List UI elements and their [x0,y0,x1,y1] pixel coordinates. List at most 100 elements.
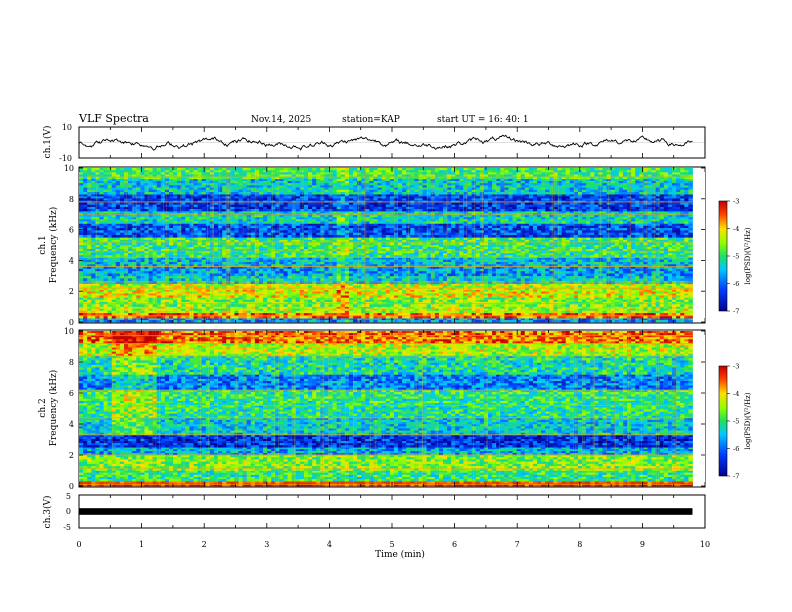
spec1-cell [263,287,268,290]
spec1-cell [487,275,493,279]
spec1-cell [308,273,313,277]
spec1-cell [140,299,145,303]
spec1-cell [631,299,636,303]
spec1-cell [132,273,137,277]
spec1-cell [451,289,456,292]
spec1-cell [132,310,137,314]
spec1-cell [308,247,313,250]
spec1-cell [324,299,329,303]
spec1-cell [688,291,693,294]
spec1-cell [365,306,370,309]
spec1-cell [99,247,104,250]
spec1-cell [647,289,652,292]
spec1-cell [614,306,620,309]
spec1-cell [83,264,88,267]
spec1-cell [279,249,284,252]
spec1-cell [156,245,162,248]
spec1-cell [492,247,497,250]
spec1-cell [635,293,640,296]
spec1-cell [79,271,84,274]
spec1-cell [119,293,125,296]
spec1-cell [561,315,567,319]
spec1-cell [610,278,616,282]
spec1-cell [91,308,96,311]
spec1-cell [414,306,419,309]
spec1-cell [107,261,113,265]
spec1-cell [512,289,518,292]
spec1-cell [389,285,395,288]
spec1-cell [508,278,513,282]
spec1-cell [177,306,182,309]
spec1-cell [258,249,264,252]
spec1-cell [430,306,436,309]
spec1-cell [324,275,329,279]
spec1-cell [226,259,231,263]
spec1-cell [610,247,616,250]
spec1-cell [402,304,407,307]
spec1-cell [598,278,603,282]
spec1-cell [618,247,624,250]
spec1-cell [209,297,215,300]
spec1-cell [128,249,133,252]
spec1-cell [197,257,203,260]
spec1-cell [422,264,428,267]
spec1-cell [659,245,665,248]
spec1-cell [434,312,440,316]
spec1-cell [618,291,624,294]
spec1-cell [598,249,603,252]
spec1-cell [451,293,456,296]
spec1-cell [115,283,121,286]
spec1-cell [119,285,125,288]
spec1-cell [635,299,640,303]
spec1-cell [582,268,587,272]
spec1-cell [230,295,235,298]
spec1-cell [373,273,378,277]
spec1-cell [136,306,141,309]
spec1-cell [537,304,542,307]
spec1-cell [639,283,644,286]
spec1-cell [189,306,194,309]
spec1-cell [336,308,342,311]
spec1-cell [299,306,305,309]
spec1-cell [443,249,448,252]
spec1-cell [434,306,440,309]
spec1-cell [389,278,395,282]
spec1-cell [598,273,603,277]
spec1-cell [181,304,186,307]
spec1-cell [193,318,199,321]
spec1-cell [115,295,121,298]
spec1-cell [504,315,509,319]
spec1-cell [398,259,403,263]
spec1-cell [573,257,579,260]
spec1-cell [185,293,190,296]
spec1-cell [320,295,325,298]
spec1-cell [132,299,137,303]
spec1-cell [123,310,129,314]
spec1-cell [467,251,473,254]
spec1-cell [291,273,297,277]
spec1-cell [111,261,117,265]
spec1-cell [627,268,632,272]
spec1-cell [132,312,137,316]
spec1-cell [479,283,485,286]
spec1-cell [672,245,677,248]
spec1-cell [95,285,100,288]
spec1-cell [569,289,575,292]
spec1-cell [197,261,203,265]
spec1-cell [222,315,227,319]
spec1-cell [512,273,518,277]
spec1-cell [324,287,329,290]
spec1-cell [377,273,383,277]
spec1-cell [361,306,366,309]
spec1-cell [218,320,223,323]
spec1-cell [201,253,207,256]
spec1-cell [602,266,607,270]
spec1-cell [569,278,575,282]
spec1-cell [353,287,358,290]
spec1-cell [103,278,109,282]
spec1-cell [222,266,227,270]
spec1-cell [610,315,616,319]
spec1-cell [537,285,542,288]
spec1-cell [144,268,149,272]
spec1-cell [398,287,403,290]
